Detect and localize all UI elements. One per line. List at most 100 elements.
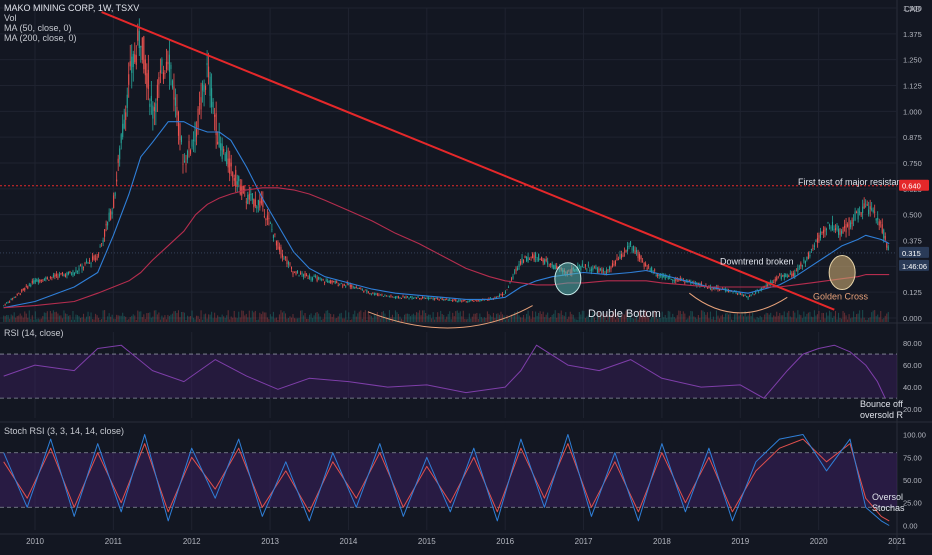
volume-bar <box>613 310 615 322</box>
volume-bar <box>734 314 736 322</box>
volume-bar <box>541 314 543 322</box>
volume-bar <box>135 319 137 322</box>
volume-bar <box>535 311 537 322</box>
volume-bar <box>426 315 428 322</box>
candle-body <box>498 294 500 297</box>
symbol-title[interactable]: MAKO MINING CORP, 1W, TSXV <box>4 3 140 13</box>
volume-bar <box>596 312 598 322</box>
candle-body <box>803 259 805 262</box>
candle-body <box>182 163 184 165</box>
candle-body <box>503 294 505 296</box>
rsi-tick-label: 20.00 <box>903 405 922 414</box>
candle-body <box>791 273 793 277</box>
volume-bar <box>640 315 642 322</box>
volume-bar <box>479 313 481 322</box>
volume-bar <box>636 314 638 322</box>
volume-bar <box>13 312 15 322</box>
candle-body <box>271 229 273 231</box>
candle-body <box>645 263 647 267</box>
volume-bar <box>527 310 529 322</box>
volume-bar <box>691 311 693 322</box>
candle-body <box>125 112 127 120</box>
volume-bar <box>593 317 595 322</box>
volume-bar <box>407 313 409 322</box>
volume-bar <box>66 314 68 322</box>
volume-bar <box>296 318 299 322</box>
candle-body <box>123 119 125 129</box>
volume-bar <box>538 312 540 322</box>
legend-ma200[interactable]: MA (200, close, 0) <box>4 33 77 43</box>
candle-body <box>183 160 186 162</box>
volume-bar <box>539 311 541 322</box>
volume-bar <box>352 314 354 322</box>
volume-bar <box>429 314 431 322</box>
candle-body <box>792 273 794 276</box>
volume-bar <box>277 319 279 322</box>
candle-body <box>727 290 730 292</box>
candle-body <box>218 132 220 147</box>
candle-body <box>535 252 537 259</box>
volume-bar <box>126 319 128 322</box>
candle-body <box>657 274 659 277</box>
volume-bar <box>465 319 467 322</box>
candle-body <box>526 256 528 262</box>
candle-body <box>476 299 478 302</box>
candle-body <box>248 193 250 200</box>
x-tick-label: 2016 <box>496 537 514 546</box>
volume-bar <box>331 316 333 322</box>
candle-body <box>354 287 356 289</box>
volume-bar <box>844 312 846 322</box>
volume-bar <box>423 310 425 322</box>
volume-bar <box>825 312 828 322</box>
candle-body <box>403 297 406 299</box>
candle-body <box>162 72 164 80</box>
candle-body <box>587 264 589 266</box>
rsi-legend[interactable]: RSI (14, close) <box>4 328 64 338</box>
volume-bar <box>203 314 205 322</box>
candle-body <box>156 84 158 101</box>
candle-body <box>69 271 71 274</box>
volume-bar <box>553 313 555 322</box>
candle-body <box>379 294 381 296</box>
candle-body <box>13 297 15 298</box>
volume-bar <box>293 318 296 322</box>
candle-body <box>419 298 421 299</box>
candle-body <box>75 269 77 274</box>
volume-bar <box>438 316 440 322</box>
legend-vol[interactable]: Vol <box>4 13 17 23</box>
candle-body <box>331 280 333 283</box>
volume-bar <box>221 314 223 322</box>
candle-body <box>51 277 53 278</box>
volume-bar <box>191 310 193 322</box>
candle-body <box>76 271 79 272</box>
volume-bar <box>711 319 713 322</box>
legend-ma50[interactable]: MA (50, close, 0) <box>4 23 72 33</box>
volume-bar <box>550 316 552 322</box>
volume-bar <box>229 319 231 322</box>
annotation-rsi-1: Bounce off <box>860 399 903 409</box>
volume-bar <box>19 313 21 322</box>
volume-bar <box>764 314 766 322</box>
volume-bar <box>79 317 82 322</box>
volume-bar <box>373 313 375 322</box>
volume-bar <box>196 315 198 322</box>
candle-body <box>651 267 653 273</box>
stoch-legend[interactable]: Stoch RSI (3, 3, 14, 14, close) <box>4 426 125 436</box>
volume-bar <box>494 317 496 322</box>
candle-body <box>887 246 889 251</box>
candle-body <box>168 54 170 72</box>
volume-bar <box>138 311 140 322</box>
candle-body <box>39 279 41 282</box>
volume-bar <box>306 318 308 322</box>
candle-body <box>188 140 190 149</box>
candle-body <box>780 275 782 279</box>
volume-bar <box>685 319 687 322</box>
candle-body <box>718 289 721 291</box>
candle-body <box>226 150 228 165</box>
annotation-stoch-2: Stochas <box>872 503 905 513</box>
volume-bar <box>884 315 886 322</box>
volume-bar <box>634 318 636 322</box>
candle-body <box>79 265 82 267</box>
candle-body <box>30 284 32 287</box>
